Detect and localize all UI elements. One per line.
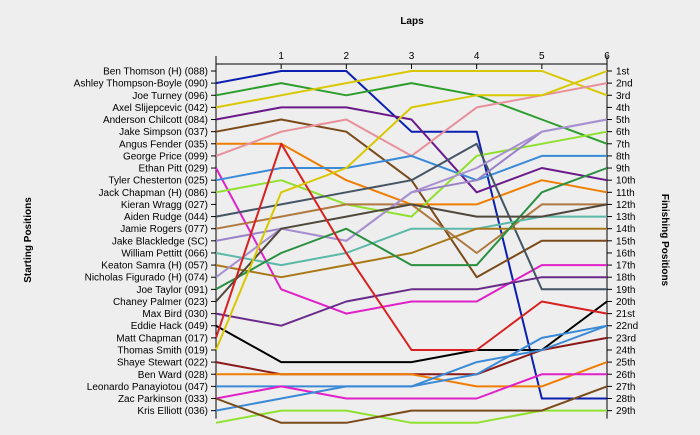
series-line [215, 336, 608, 376]
finishing-position-labels: 1st2nd3rd4th5th6th7th8th9th10th11th12th1… [607, 67, 638, 417]
series-line [215, 385, 608, 424]
series-line [215, 70, 608, 351]
finish-label: 22nd [616, 321, 638, 332]
finish-label: 25th [616, 358, 635, 369]
finish-label: 1st [616, 67, 630, 78]
start-label: Zac Parkinson (033) [118, 394, 208, 405]
finish-label: 9th [616, 164, 630, 175]
finish-label: 19th [616, 285, 635, 296]
finish-label: 17th [616, 261, 635, 272]
start-label: Ben Thomson (H) (088) [103, 67, 208, 78]
series-line [215, 106, 608, 194]
start-label: Nicholas Figurado (H) (074) [85, 273, 208, 284]
series-line [215, 142, 608, 351]
lap-tick-label: 3 [409, 51, 415, 62]
finish-label: 28th [616, 394, 635, 405]
finish-label: 23rd [616, 333, 636, 344]
start-label: Thomas Smith (019) [117, 345, 208, 356]
start-label: Jack Chapman (H) (086) [99, 188, 208, 199]
start-label: Joe Turney (096) [132, 91, 208, 102]
start-label: Ben Ward (028) [138, 370, 208, 381]
series-line [215, 167, 608, 291]
series-line [215, 167, 607, 315]
series-line [215, 130, 608, 218]
start-label: Axel Slijepcevic (042) [112, 103, 208, 114]
series-line [215, 203, 608, 303]
series-line [215, 276, 607, 327]
start-label: Max Bird (030) [142, 309, 208, 320]
finish-label: 26th [616, 370, 635, 381]
start-label: Leonardo Panayiotou (047) [87, 382, 208, 393]
lap-tick-label: 6 [604, 51, 610, 62]
start-label: Kris Elliott (036) [137, 406, 208, 417]
series-line [215, 70, 607, 400]
series-line [215, 154, 607, 182]
series-line [215, 82, 608, 145]
start-label: Jake Simpson (037) [119, 127, 208, 138]
start-label: Aiden Rudge (044) [124, 212, 208, 223]
lap-tick-labels: 1 2 3 4 5 6 [278, 51, 610, 69]
series-line [215, 142, 607, 291]
start-label: Angus Fender (035) [119, 139, 208, 150]
x-axis-title: Laps [400, 16, 424, 27]
finish-label: 16th [616, 248, 635, 259]
start-label: Tyler Chesterton (025) [109, 176, 209, 187]
finish-label: 11th [616, 188, 635, 199]
series-line [215, 373, 607, 400]
lap-tick-label: 1 [278, 51, 284, 62]
lap-tick-label: 5 [539, 51, 545, 62]
series-line [215, 300, 608, 364]
start-label: Ashley Thompson-Boyle (090) [74, 79, 208, 90]
lap-tick-label: 4 [474, 51, 480, 62]
finish-label: 8th [616, 151, 630, 162]
start-label: Jamie Rogers (077) [120, 224, 208, 235]
finish-label: 3rd [616, 91, 630, 102]
start-label: William Pettitt (066) [121, 248, 208, 259]
start-label: Jake Blackledge (SC) [112, 236, 208, 247]
finish-label: 18th [616, 273, 635, 284]
finish-label: 5th [616, 115, 630, 126]
finish-label: 7th [616, 139, 630, 150]
start-label: Chaney Palmer (023) [113, 297, 208, 308]
finish-label: 24th [616, 345, 635, 356]
start-label: Keaton Samra (H) (057) [101, 261, 208, 272]
starting-position-labels: Ben Thomson (H) (088)Ashley Thompson-Boy… [74, 67, 216, 417]
left-axis-title: Starting Positions [23, 197, 34, 283]
lap-tick-label: 2 [344, 51, 350, 62]
start-label: Ethan Pitt (029) [139, 164, 208, 175]
series-line [216, 142, 608, 206]
start-label: Joe Taylor (091) [136, 285, 208, 296]
finish-label: 21st [616, 309, 635, 320]
finish-label: 27th [616, 382, 635, 393]
start-label: Eddie Hack (049) [131, 321, 208, 332]
start-label: Anderson Chilcott (084) [103, 115, 208, 126]
start-label: Kieran Wragg (027) [121, 200, 208, 211]
finish-label: 12th [616, 200, 635, 211]
series-lines [215, 70, 608, 424]
series-line [215, 70, 608, 109]
finish-label: 14th [616, 224, 635, 235]
finish-label: 15th [616, 236, 635, 247]
series-line [215, 227, 607, 279]
series-line [216, 324, 608, 388]
finish-label: 29th [616, 406, 635, 417]
series-line [215, 324, 608, 412]
finish-label: 2nd [616, 79, 633, 90]
finish-label: 4th [616, 103, 630, 114]
finish-label: 10th [616, 176, 635, 187]
finish-label: 13th [616, 212, 635, 223]
start-label: Shaye Stewart (022) [117, 358, 208, 369]
finish-label: 20th [616, 297, 635, 308]
start-label: Matt Chapman (017) [116, 333, 208, 344]
finish-label: 6th [616, 127, 630, 138]
right-axis-title: Finishing Positions [659, 194, 670, 287]
start-label: George Price (099) [123, 151, 208, 162]
series-line [216, 361, 608, 388]
